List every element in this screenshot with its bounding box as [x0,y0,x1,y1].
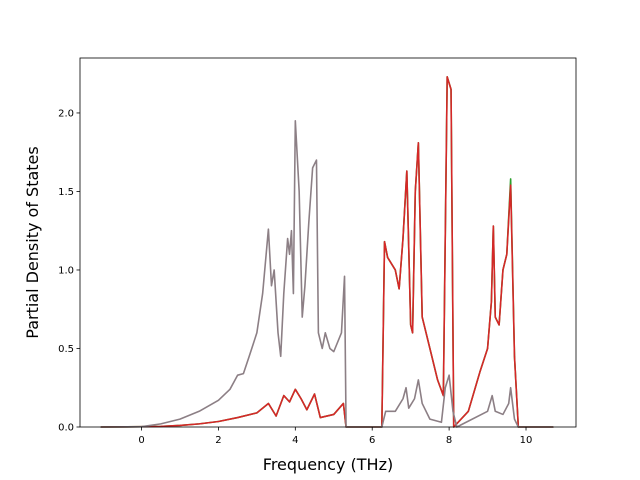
y-tick-label: 1.5 [58,187,74,198]
y-tick-label: 2.0 [58,108,74,119]
x-axis-label: Frequency (THz) [263,455,393,474]
series-layer [100,76,554,428]
series-line-2 [100,76,554,428]
x-tick-label: 8 [446,435,452,446]
x-tick-label: 2 [215,435,221,446]
x-tick-label: 6 [369,435,375,446]
plot-area [80,58,576,427]
series-line-3 [100,120,554,428]
y-tick-label: 0.0 [58,423,74,434]
x-tick-label: 10 [520,435,533,446]
y-tick-label: 1.0 [58,265,74,276]
x-tick-label: 0 [138,435,144,446]
x-tick-label: 4 [292,435,298,446]
tick-layer: 0 2 4 6 8 10 0.0 0.5 1.0 1.5 2.0 [58,108,532,446]
y-tick-label: 0.5 [58,344,74,355]
y-axis-label: Partial Density of States [23,146,42,338]
plot-frame [79,57,577,428]
